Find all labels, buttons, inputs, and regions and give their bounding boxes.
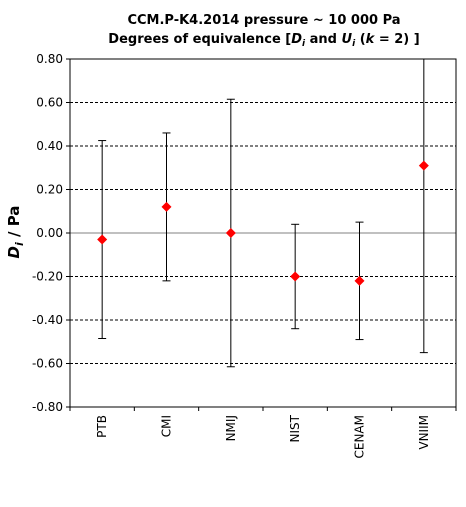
x-category-label: CENAM bbox=[353, 415, 367, 459]
y-axis-label: Di / Pa bbox=[5, 206, 26, 259]
y-tick-label: 0.80 bbox=[36, 52, 63, 66]
data-point-marker bbox=[97, 234, 108, 245]
data-point-marker bbox=[161, 201, 172, 212]
gridlines bbox=[70, 102, 456, 364]
data-point-marker bbox=[354, 275, 365, 286]
data-point-marker bbox=[418, 160, 429, 171]
y-tick-label: 0.40 bbox=[36, 139, 63, 153]
x-category-label: CMI bbox=[160, 415, 174, 437]
data-point-marker bbox=[225, 228, 236, 238]
y-tick-label: 0.20 bbox=[36, 183, 63, 197]
y-tick-label: -0.80 bbox=[32, 400, 63, 414]
data-point-marker bbox=[290, 271, 301, 282]
error-bars bbox=[98, 59, 428, 368]
error-bar bbox=[419, 59, 428, 354]
x-category-label: NIST bbox=[288, 414, 302, 442]
y-tick-label: 0.00 bbox=[36, 226, 63, 240]
y-tick-label: -0.60 bbox=[32, 357, 63, 371]
x-category-label: VNIIM bbox=[417, 415, 431, 450]
y-tick-label: -0.40 bbox=[32, 313, 63, 327]
chart-subtitle: Degrees of equivalence [Di and Ui (k = 2… bbox=[108, 32, 419, 49]
y-axis-ticks: 0.80 0.60 0.40 0.20 0.00 -0.20 -0.40 -0.60 -0.80 bbox=[32, 52, 70, 414]
x-category-label: PTB bbox=[95, 415, 109, 438]
x-axis-ticks: PTB CMI NMIJ NIST CENAM VNIIM bbox=[69, 407, 457, 459]
y-tick-label: -0.20 bbox=[32, 270, 63, 284]
data-markers bbox=[97, 160, 429, 286]
chart-title: CCM.P-K4.2014 pressure ~ 10 000 Pa bbox=[127, 13, 400, 28]
y-tick-label: 0.60 bbox=[36, 96, 63, 110]
x-category-label: NMIJ bbox=[224, 415, 238, 441]
